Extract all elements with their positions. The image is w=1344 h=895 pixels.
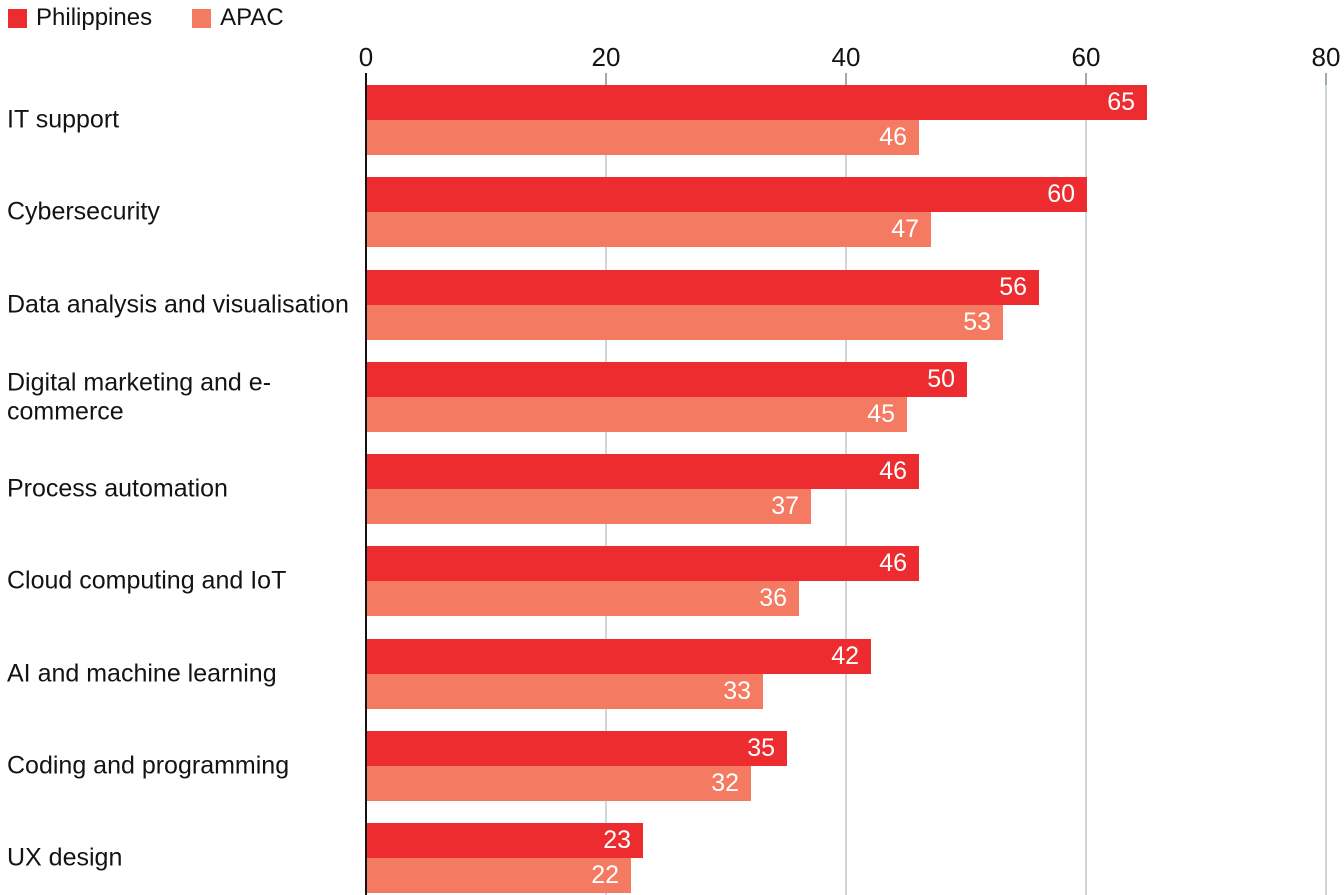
- bar-value-label: 46: [879, 123, 907, 151]
- x-tick-mark-80: [1325, 73, 1327, 85]
- bar-value-label: 33: [723, 676, 751, 705]
- legend-label-apac: APAC: [220, 4, 284, 31]
- bar-value-label: 22: [591, 861, 619, 889]
- bar-philippines: 60: [367, 177, 1087, 213]
- gridline-80: [1325, 85, 1327, 895]
- x-tick-label-20: 20: [591, 42, 621, 72]
- legend-label-philippines: Philippines: [36, 4, 153, 31]
- legend-item-apac: APAC: [192, 6, 284, 30]
- x-tick-label-40: 40: [831, 42, 861, 72]
- bar-apac: 33: [367, 673, 763, 709]
- y-axis-line: [365, 73, 367, 895]
- bar-value-label: 37: [771, 492, 799, 520]
- bar-philippines: 23: [367, 823, 643, 858]
- category-label: UX design: [7, 843, 123, 872]
- category-label: Data analysis and visualisation: [7, 290, 349, 319]
- bar-philippines: 46: [367, 546, 919, 582]
- apac-swatch-icon: [192, 8, 212, 28]
- x-tick-label-0: 0: [358, 42, 374, 72]
- x-tick-mark-60: [1085, 73, 1087, 85]
- x-tick-mark-40: [845, 73, 847, 85]
- x-tick-label-80: 80: [1311, 42, 1341, 72]
- category-label: Cloud computing and IoT: [7, 566, 287, 595]
- bar-apac: 47: [367, 212, 931, 248]
- bar-apac: 37: [367, 489, 811, 524]
- bar-value-label: 35: [747, 733, 775, 762]
- bar-value-label: 36: [759, 584, 787, 613]
- category-label: Cybersecurity: [7, 197, 160, 226]
- x-tick-label-60: 60: [1071, 42, 1101, 72]
- bar-value-label: 23: [603, 826, 631, 854]
- bar-philippines: 56: [367, 269, 1039, 305]
- category-label: Digital marketing and e-commerce: [7, 368, 272, 425]
- bar-apac: 53: [367, 304, 1003, 340]
- bar-value-label: 46: [879, 457, 907, 485]
- bar-value-label: 42: [831, 641, 859, 670]
- bar-value-label: 60: [1047, 180, 1075, 209]
- bar-value-label: 53: [963, 307, 991, 336]
- x-tick-mark-20: [605, 73, 607, 85]
- bar-value-label: 32: [711, 768, 739, 797]
- bar-apac: 36: [367, 581, 799, 617]
- bar-value-label: 50: [927, 364, 955, 393]
- category-label: IT support: [7, 105, 120, 134]
- bar-value-label: 65: [1107, 88, 1135, 116]
- legend-item-philippines: Philippines: [8, 6, 152, 30]
- legend: Philippines APAC: [8, 6, 284, 30]
- category-label: Coding and programming: [7, 751, 290, 780]
- category-label: AI and machine learning: [7, 659, 277, 688]
- bar-value-label: 56: [999, 272, 1027, 301]
- philippines-swatch-icon: [8, 8, 27, 28]
- bar-apac: 45: [367, 396, 907, 432]
- bar-philippines: 50: [367, 361, 967, 397]
- bar-value-label: 46: [879, 549, 907, 578]
- bar-apac: 32: [367, 765, 751, 801]
- bar-value-label: 45: [867, 399, 895, 428]
- gridline-60: [1085, 85, 1087, 895]
- category-label: Process automation: [7, 474, 228, 503]
- gridline-40: [845, 85, 847, 895]
- bar-value-label: 47: [891, 215, 919, 244]
- bar-philippines: 35: [367, 730, 787, 766]
- bar-philippines: 65: [367, 85, 1147, 120]
- bar-apac: 46: [367, 120, 919, 155]
- bar-apac: 22: [367, 858, 631, 893]
- bar-philippines: 42: [367, 638, 871, 674]
- bar-philippines: 46: [367, 454, 919, 489]
